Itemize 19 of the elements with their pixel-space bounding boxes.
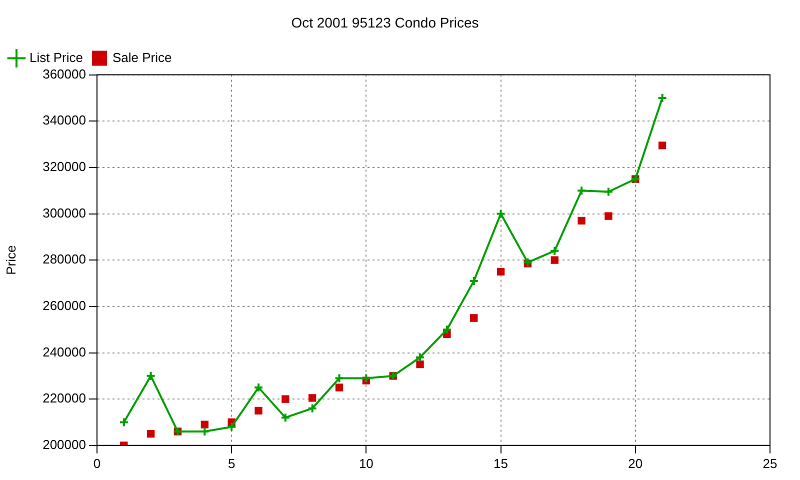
chart-title: Oct 2001 95123 Condo Prices <box>291 14 479 30</box>
y-tick-label: 220000 <box>42 390 86 406</box>
y-tick-label: 360000 <box>42 66 86 82</box>
y-tick-label: 340000 <box>42 112 86 128</box>
y-tick-label: 240000 <box>42 344 86 360</box>
legend-label: List Price <box>30 50 83 65</box>
y-tick-label: 200000 <box>42 436 86 452</box>
x-tick-label: 25 <box>762 456 778 471</box>
legend-label: Sale Price <box>112 50 172 65</box>
y-tick-label: 260000 <box>42 298 86 314</box>
y-tick-label: 300000 <box>42 205 86 220</box>
x-tick-label: 15 <box>494 456 508 471</box>
y-tick-label: 280000 <box>42 252 86 267</box>
y-axis-title: Price <box>3 245 18 275</box>
x-tick-label: 10 <box>358 456 374 471</box>
y-tick-label: 320000 <box>42 159 86 174</box>
x-tick-label: 0 <box>93 456 101 471</box>
x-tick-label: 20 <box>628 456 643 471</box>
x-tick-label: 5 <box>228 456 236 471</box>
